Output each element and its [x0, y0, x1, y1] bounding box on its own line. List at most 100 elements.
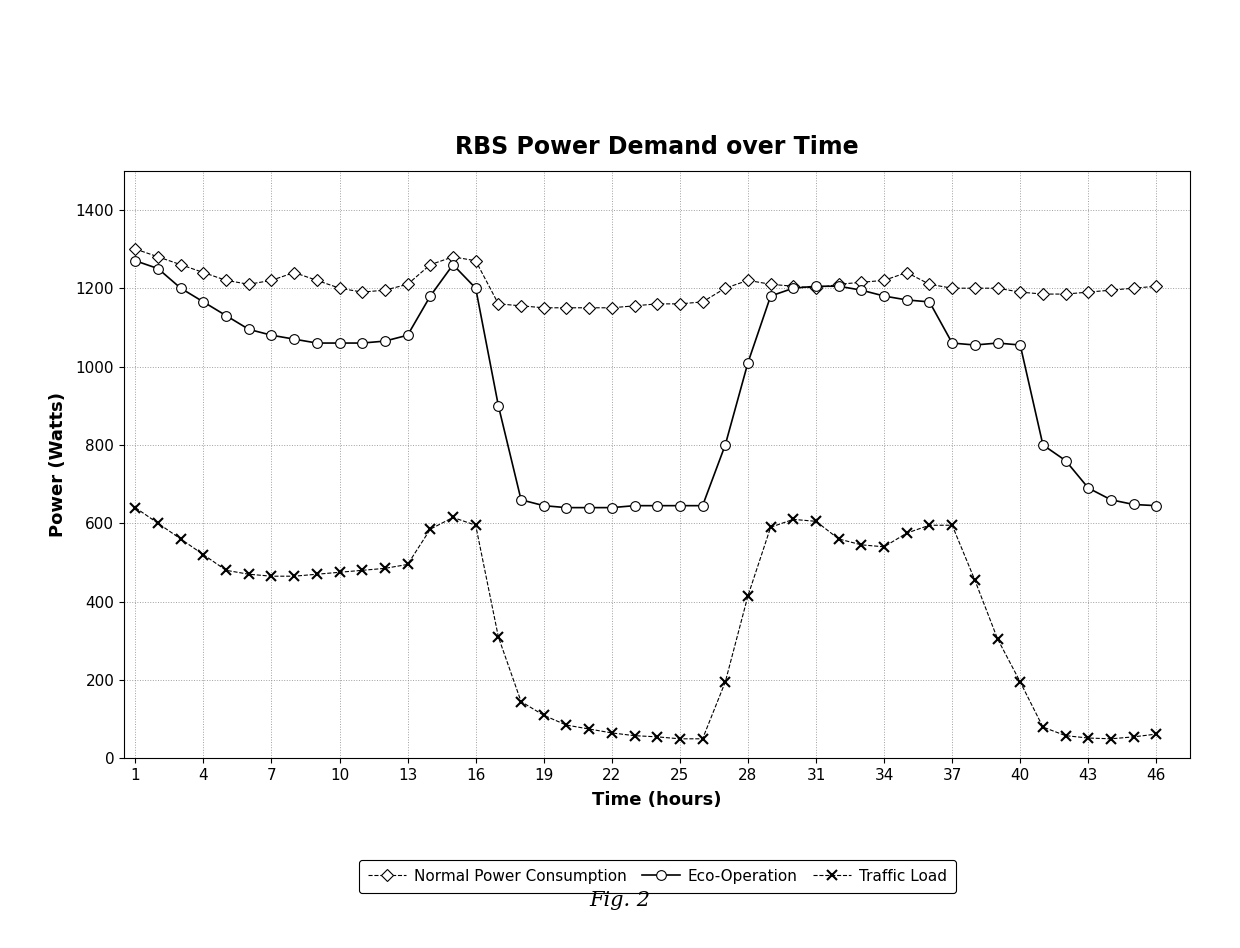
Normal Power Consumption	[332, 283, 347, 294]
Traffic Load	[332, 567, 347, 578]
Eco-Operation	[627, 500, 642, 511]
Traffic Load	[923, 520, 937, 531]
Traffic Load	[672, 733, 687, 744]
Traffic Load	[786, 514, 801, 525]
Eco-Operation	[808, 281, 823, 292]
Eco-Operation	[696, 500, 711, 511]
Traffic Load	[1126, 731, 1141, 742]
Eco-Operation	[582, 501, 596, 513]
Normal Power Consumption	[786, 281, 801, 292]
Eco-Operation	[310, 337, 325, 349]
Eco-Operation	[286, 334, 301, 345]
Eco-Operation	[1081, 483, 1096, 494]
Y-axis label: Power (Watts): Power (Watts)	[50, 392, 67, 537]
Traffic Load	[763, 521, 777, 533]
Eco-Operation	[445, 259, 460, 270]
Eco-Operation	[401, 330, 415, 341]
Eco-Operation	[990, 337, 1004, 349]
Normal Power Consumption	[923, 279, 937, 290]
Eco-Operation	[128, 255, 143, 266]
Text: Fig. 2: Fig. 2	[589, 891, 651, 910]
Eco-Operation	[491, 400, 506, 411]
Normal Power Consumption	[1104, 284, 1118, 296]
Normal Power Consumption	[264, 275, 279, 286]
Eco-Operation	[174, 283, 188, 294]
Eco-Operation	[332, 337, 347, 349]
Eco-Operation	[718, 439, 733, 450]
Eco-Operation	[264, 330, 279, 341]
Normal Power Consumption	[740, 275, 755, 286]
Normal Power Consumption	[196, 266, 211, 278]
Normal Power Consumption	[1081, 286, 1096, 298]
Traffic Load	[1149, 728, 1164, 739]
Traffic Load	[1035, 721, 1050, 733]
Normal Power Consumption	[310, 275, 325, 286]
Normal Power Consumption	[1149, 281, 1164, 292]
Traffic Load	[491, 631, 506, 643]
Line: Normal Power Consumption: Normal Power Consumption	[131, 245, 1161, 312]
Traffic Load	[401, 558, 415, 570]
Traffic Load	[150, 518, 165, 529]
Normal Power Consumption	[808, 283, 823, 294]
Normal Power Consumption	[877, 275, 892, 286]
Title: RBS Power Demand over Time: RBS Power Demand over Time	[455, 135, 859, 159]
Eco-Operation	[786, 283, 801, 294]
Normal Power Consumption	[627, 301, 642, 312]
Eco-Operation	[355, 337, 370, 349]
Traffic Load	[355, 565, 370, 576]
Normal Power Consumption	[1058, 288, 1073, 300]
Normal Power Consumption	[377, 284, 392, 296]
Normal Power Consumption	[218, 275, 233, 286]
Traffic Load	[128, 501, 143, 513]
Traffic Load	[537, 710, 552, 721]
Eco-Operation	[899, 294, 914, 305]
Eco-Operation	[150, 263, 165, 274]
X-axis label: Time (hours): Time (hours)	[593, 792, 722, 810]
Eco-Operation	[423, 290, 438, 301]
Normal Power Consumption	[718, 283, 733, 294]
Traffic Load	[627, 730, 642, 741]
Traffic Load	[196, 549, 211, 560]
Eco-Operation	[559, 501, 574, 513]
Normal Power Consumption	[174, 259, 188, 270]
Eco-Operation	[537, 500, 552, 511]
Normal Power Consumption	[150, 251, 165, 263]
Traffic Load	[423, 523, 438, 535]
Line: Traffic Load: Traffic Load	[130, 502, 1161, 743]
Traffic Load	[445, 512, 460, 523]
Traffic Load	[264, 571, 279, 582]
Normal Power Consumption	[672, 299, 687, 310]
Normal Power Consumption	[1126, 283, 1141, 294]
Normal Power Consumption	[990, 283, 1004, 294]
Normal Power Consumption	[128, 244, 143, 255]
Traffic Load	[582, 723, 596, 735]
Eco-Operation	[1104, 494, 1118, 505]
Traffic Load	[990, 633, 1004, 645]
Normal Power Consumption	[1035, 288, 1050, 300]
Traffic Load	[377, 563, 392, 574]
Traffic Load	[877, 541, 892, 553]
Traffic Load	[604, 727, 619, 738]
Eco-Operation	[604, 501, 619, 513]
Traffic Load	[286, 571, 301, 582]
Traffic Load	[1058, 730, 1073, 741]
Normal Power Consumption	[242, 279, 257, 290]
Traffic Load	[218, 565, 233, 576]
Eco-Operation	[831, 281, 846, 292]
Normal Power Consumption	[355, 286, 370, 298]
Traffic Load	[831, 534, 846, 545]
Eco-Operation	[377, 336, 392, 347]
Traffic Load	[899, 527, 914, 538]
Traffic Load	[513, 696, 528, 707]
Eco-Operation	[672, 500, 687, 511]
Traffic Load	[808, 516, 823, 527]
Eco-Operation	[196, 296, 211, 307]
Traffic Load	[718, 676, 733, 687]
Normal Power Consumption	[537, 302, 552, 314]
Traffic Load	[242, 569, 257, 580]
Traffic Load	[967, 574, 982, 586]
Normal Power Consumption	[763, 279, 777, 290]
Legend: Normal Power Consumption, Eco-Operation, Traffic Load: Normal Power Consumption, Eco-Operation,…	[358, 860, 956, 893]
Normal Power Consumption	[582, 302, 596, 314]
Eco-Operation	[854, 284, 869, 296]
